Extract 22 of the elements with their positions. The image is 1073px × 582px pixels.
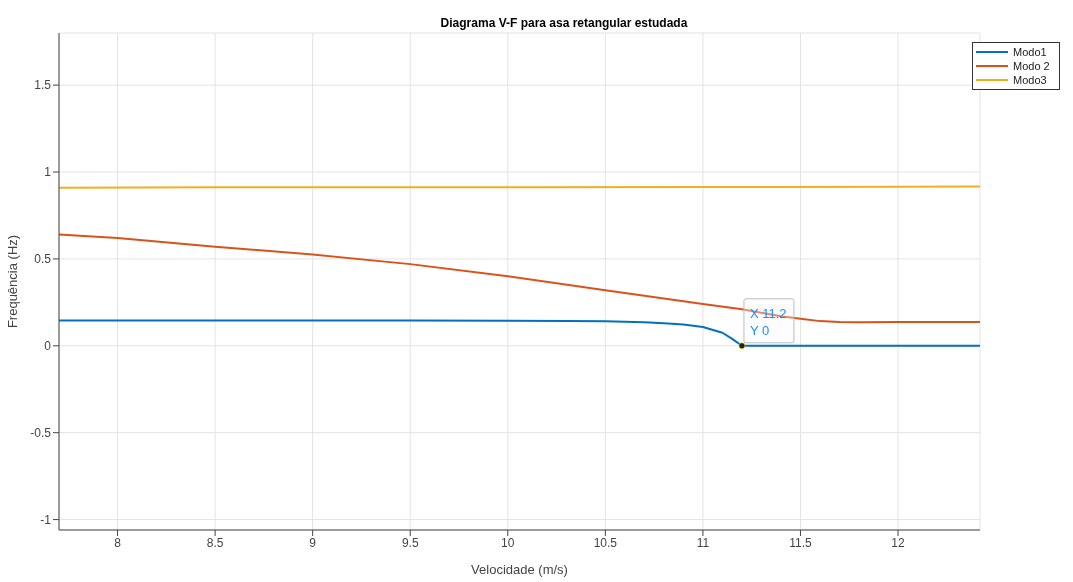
chart-title: Diagrama V-F para asa retangular estudada: [439, 16, 689, 30]
x-tick-label: 10.5: [593, 535, 618, 550]
y-axis-title: Frequência (Hz): [4, 234, 20, 329]
y-tick-label: 1.5: [34, 78, 52, 93]
x-tick-label: 11: [696, 535, 710, 550]
x-tick-label: 12: [891, 535, 906, 550]
x-axis-title: Velocidade (m/s): [471, 562, 568, 577]
y-tick-label: 0.5: [34, 252, 52, 267]
line-series: [59, 233, 980, 324]
x-tick-label: 11.5: [789, 535, 813, 550]
legend-label: Modo3: [1013, 74, 1047, 86]
legend-label: Modo1: [1013, 46, 1047, 58]
legend-label: Modo 2: [1013, 60, 1050, 72]
x-tick-label: 9: [309, 535, 317, 550]
x-tick-label: 8.5: [206, 535, 224, 550]
x-tick-label: 9.5: [401, 535, 419, 550]
y-tick-label: 0: [44, 339, 52, 354]
x-tick-label: 8: [114, 535, 122, 550]
y-tick-label: -0.5: [30, 425, 52, 440]
x-tick-label: 10: [501, 535, 515, 550]
y-tick-label: 1: [44, 165, 52, 180]
y-tick-label: -1: [40, 512, 52, 527]
